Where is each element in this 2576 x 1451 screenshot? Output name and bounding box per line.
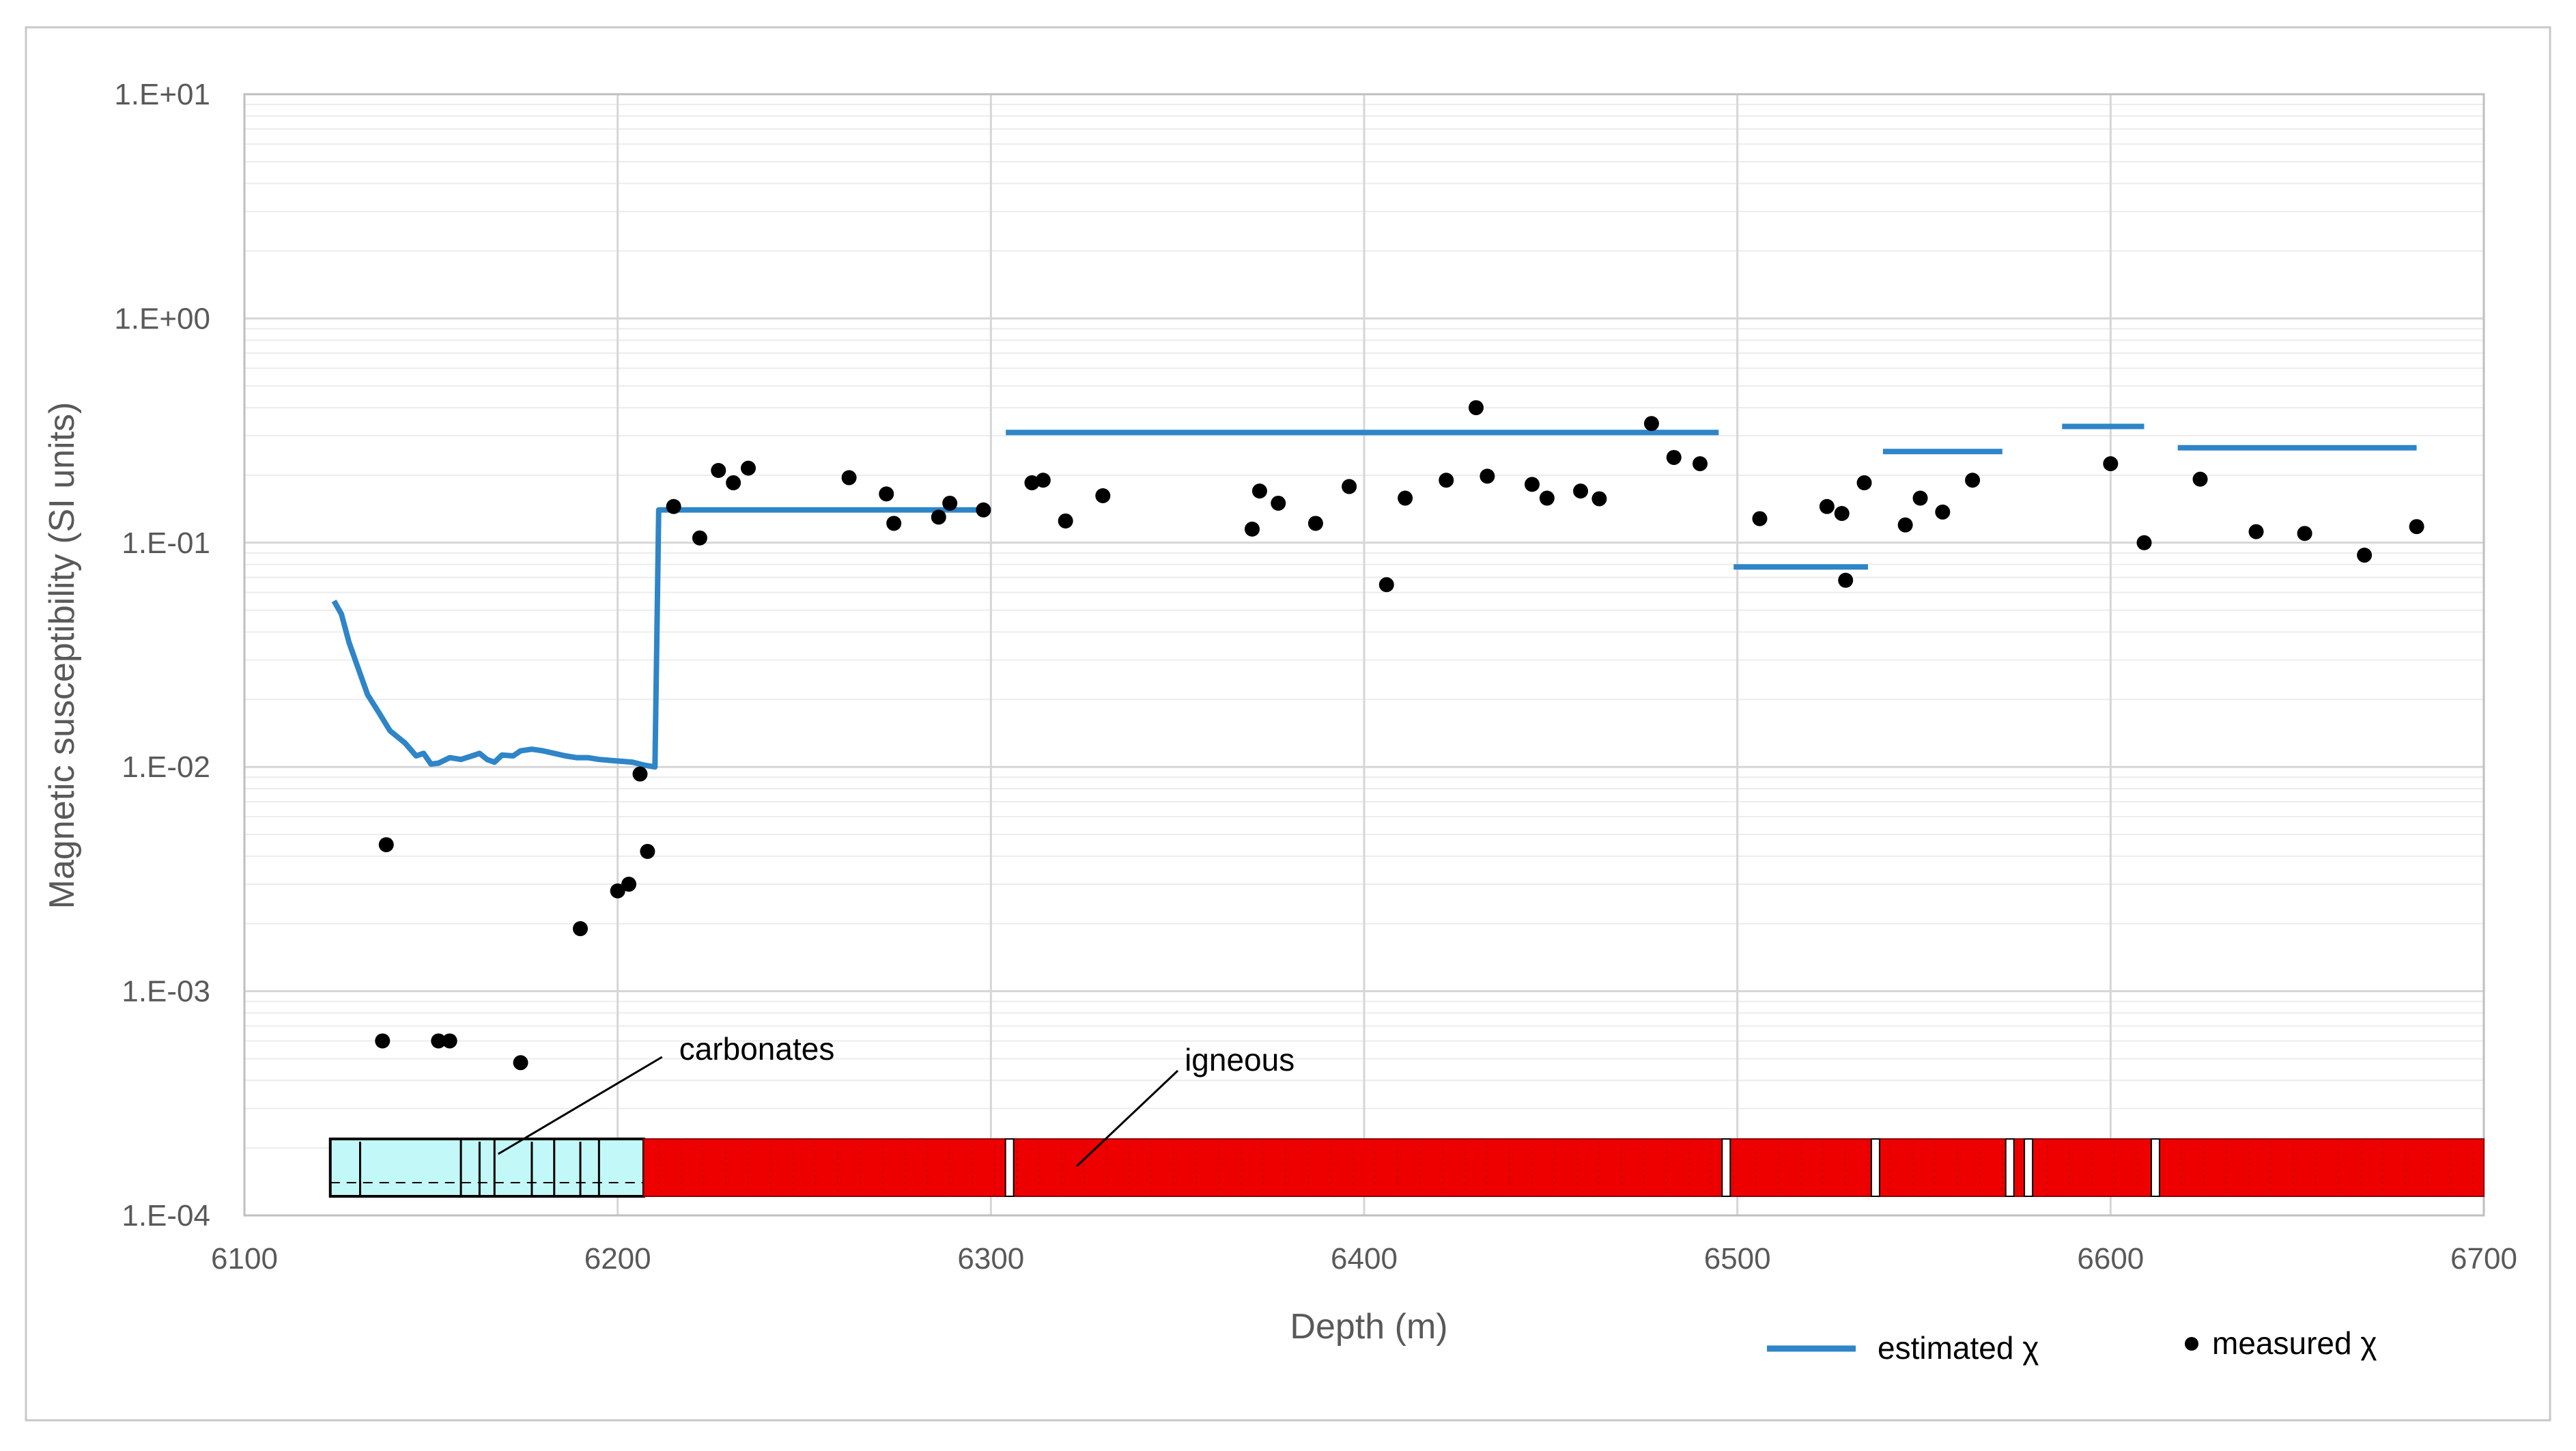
measured-chi-point — [1539, 490, 1555, 506]
legend: estimated χ measured χ — [1767, 1325, 2377, 1366]
igneous-gap — [1004, 1138, 1015, 1197]
estimated-chi-line-segment — [331, 507, 991, 770]
measured-chi-point — [1965, 473, 1981, 488]
measured-chi-point — [1095, 488, 1111, 503]
y-tick-label: 1.E+00 — [114, 302, 210, 335]
measured-chi-point — [632, 766, 648, 782]
carbonates-label: carbonates — [679, 1031, 835, 1067]
measured-chi-point — [931, 509, 946, 525]
measured-chi-point — [1525, 477, 1540, 492]
measured-chi-point — [666, 498, 681, 514]
measured-chi-point — [1480, 468, 1495, 484]
measured-chi-point — [1058, 513, 1073, 529]
measured-chi-point — [1439, 473, 1454, 488]
igneous-leader-line — [1076, 1069, 1179, 1168]
measured-chi-point — [1935, 504, 1951, 520]
measured-chi-point — [2192, 471, 2208, 487]
measured-chi-point — [1897, 517, 1913, 533]
measured-chi-point — [1307, 516, 1323, 531]
measured-chi-point — [1342, 479, 1357, 494]
measured-chi-point — [375, 1033, 391, 1049]
measured-chi-point — [942, 495, 958, 511]
carbonates-leader-line — [497, 1056, 663, 1155]
measured-chi-point — [1469, 400, 1484, 416]
measured-chi-point — [2103, 456, 2119, 472]
igneous-gap — [2024, 1138, 2034, 1197]
measured-chi-point — [610, 883, 625, 899]
x-axis-label: Depth (m) — [1290, 1307, 1447, 1347]
measured-chi-point — [621, 876, 637, 892]
measured-chi-point — [640, 843, 655, 859]
measured-chi-point — [431, 1033, 447, 1049]
carbonates-interval — [328, 1138, 645, 1198]
measured-chi-point — [573, 921, 588, 937]
igneous-gap — [1721, 1138, 1731, 1197]
measured-chi-point — [1024, 475, 1040, 491]
measured-chi-point — [976, 502, 991, 518]
y-tick-label: 1.E+01 — [114, 78, 210, 111]
plot-area-border — [243, 93, 2485, 1217]
x-tick-label: 6200 — [584, 1242, 651, 1276]
measured-chi-point — [1251, 483, 1267, 499]
measured-chi-point — [442, 1033, 457, 1049]
measured-chi-point — [1838, 572, 1854, 588]
measured-chi-point — [1912, 490, 1928, 506]
y-tick-label: 1.E-01 — [122, 526, 210, 560]
measured-chi-point — [2136, 535, 2152, 550]
igneous-gap — [1870, 1138, 1880, 1197]
x-tick-label: 6300 — [957, 1242, 1024, 1276]
legend-label-measured: measured χ — [2212, 1325, 2377, 1361]
x-tick-label: 6500 — [1704, 1242, 1771, 1276]
y-tick-label: 1.E-02 — [122, 750, 210, 784]
measured-chi-point — [692, 530, 707, 546]
measured-chi-point — [2357, 548, 2373, 563]
igneous-gap — [2150, 1138, 2160, 1197]
measured-chi-point — [1591, 491, 1607, 507]
chart-frame — [25, 26, 2551, 1422]
measured-chi-point — [1573, 483, 1589, 499]
measured-chi-point — [711, 462, 726, 478]
measured-chi-point — [2248, 524, 2264, 539]
measured-chi-point — [886, 516, 902, 531]
y-tick-label: 1.E-03 — [122, 975, 210, 1009]
measured-chi-point — [741, 460, 756, 476]
measured-chi-point — [378, 837, 394, 853]
igneous-interval — [642, 1138, 2485, 1197]
measured-chi-point — [1643, 416, 1659, 432]
legend-dot-swatch — [2185, 1337, 2198, 1351]
measured-chi-point — [1245, 521, 1260, 537]
measured-chi-point — [1271, 495, 1286, 511]
igneous-label: igneous — [1185, 1042, 1294, 1077]
measured-chi-point — [879, 486, 894, 502]
y-axis-label: Magnetic susceptibility (SI units) — [42, 402, 82, 910]
x-tick-label: 6700 — [2450, 1242, 2517, 1276]
measured-chi-point — [2409, 519, 2424, 535]
measured-chi-point — [513, 1055, 528, 1071]
measured-chi-point — [2297, 526, 2312, 541]
measured-chi-point — [1035, 473, 1051, 488]
measured-chi-point — [1834, 505, 1850, 521]
measured-chi-point — [841, 470, 857, 485]
measured-chi-point — [1378, 577, 1394, 593]
measured-chi-point — [726, 475, 741, 491]
x-tick-label: 6100 — [211, 1242, 278, 1276]
measured-chi-point — [1693, 456, 1708, 472]
measured-chi-point — [1856, 475, 1872, 491]
y-tick-label: 1.E-04 — [122, 1199, 210, 1232]
x-tick-label: 6600 — [2077, 1242, 2144, 1276]
measured-chi-point — [1398, 490, 1413, 506]
measured-chi-point — [1752, 511, 1768, 526]
igneous-gap — [2005, 1138, 2015, 1197]
measured-chi-point — [1819, 498, 1835, 514]
legend-label-estimated: estimated χ — [1878, 1330, 2039, 1366]
measured-chi-point — [1666, 449, 1682, 465]
x-tick-label: 6400 — [1331, 1242, 1398, 1276]
